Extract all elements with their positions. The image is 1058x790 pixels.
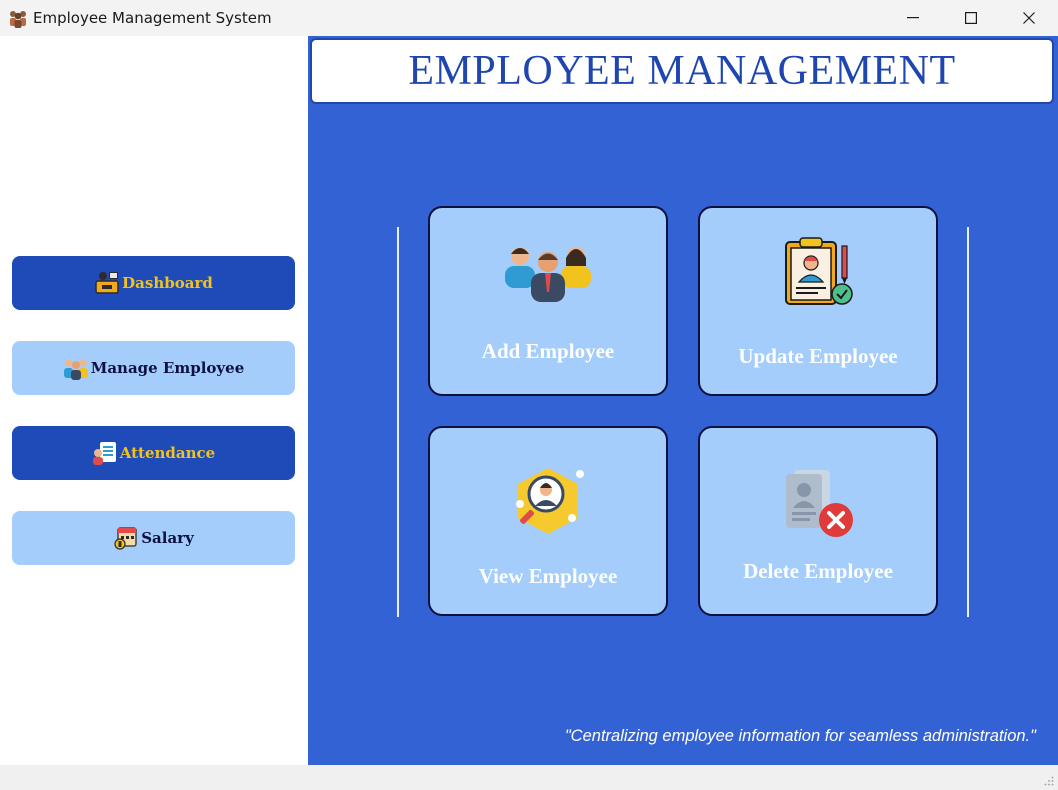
card-label: View Employee (478, 564, 618, 588)
sidebar-item-attendance[interactable]: Attendance (12, 426, 295, 480)
left-divider (397, 227, 399, 617)
people-icon (63, 359, 88, 380)
status-bar (0, 765, 1058, 790)
sidebar-item-label: Salary (141, 529, 194, 547)
employees-group-icon (505, 247, 591, 302)
update-employee-card[interactable]: Update Employee (698, 206, 938, 396)
resize-grip-icon[interactable] (1044, 776, 1054, 786)
sidebar-item-label: Dashboard (122, 274, 213, 292)
dashboard-desk-icon (95, 272, 119, 294)
footer-quote: "Centralizing employee information for s… (564, 727, 1036, 745)
profile-delete-icon (786, 470, 853, 537)
sidebar-item-manage-employee[interactable]: Manage Employee (12, 341, 295, 395)
sidebar-item-label: Attendance (119, 444, 216, 462)
sidebar-item-salary[interactable]: Salary (12, 511, 295, 565)
close-button[interactable] (1000, 0, 1058, 36)
card-label: Update Employee (738, 344, 898, 368)
minimize-button[interactable] (884, 0, 942, 36)
header-banner: EMPLOYEE MANAGEMENT (310, 38, 1054, 104)
delete-employee-card[interactable]: Delete Employee (698, 426, 938, 616)
add-employee-card[interactable]: Add Employee (428, 206, 668, 396)
card-label: Delete Employee (743, 559, 893, 583)
minimize-icon (907, 17, 919, 19)
sidebar-item-label: Manage Employee (90, 359, 245, 377)
maximize-button[interactable] (942, 0, 1000, 36)
right-divider (967, 227, 969, 617)
title-bar: Employee Management System (0, 0, 1058, 36)
page-title: EMPLOYEE MANAGEMENT (408, 48, 956, 94)
magnifier-profile-icon (516, 468, 584, 534)
sidebar: Dashboard Manage Employee Attendance (0, 36, 308, 765)
maximize-icon (965, 12, 977, 24)
window-title: Employee Management System (33, 9, 272, 27)
clipboard-profile-check-icon (785, 237, 853, 305)
app-logo-icon (10, 11, 26, 28)
view-employee-card[interactable]: View Employee (428, 426, 668, 616)
sidebar-item-dashboard[interactable]: Dashboard (12, 256, 295, 310)
main-panel: EMPLOYEE MANAGEMENT Add Employee (308, 36, 1058, 765)
close-icon (1023, 12, 1035, 24)
card-label: Add Employee (481, 339, 615, 363)
salary-calendar-icon (114, 527, 137, 550)
attendance-icon (92, 442, 116, 465)
